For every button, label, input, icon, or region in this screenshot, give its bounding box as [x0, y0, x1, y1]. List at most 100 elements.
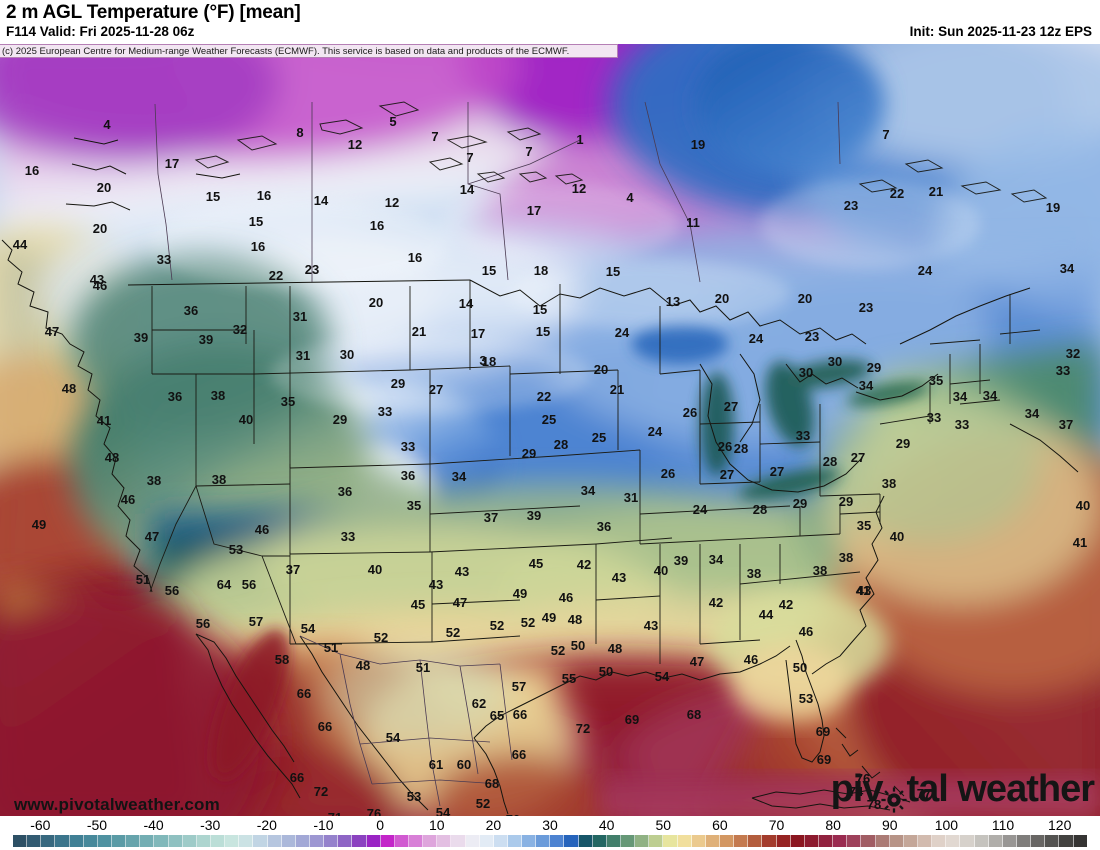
temperature-label: 50	[571, 638, 585, 653]
map-header: 2 m AGL Temperature (°F) [mean] F114 Val…	[0, 0, 1100, 42]
temperature-label: 23	[844, 198, 858, 213]
colorbar-swatch	[239, 835, 254, 847]
temperature-label: 47	[145, 529, 159, 544]
temperature-label: 46	[744, 652, 758, 667]
temperature-label: 57	[512, 679, 526, 694]
temperature-label: 18	[482, 354, 496, 369]
temperature-label: 29	[793, 496, 807, 511]
temperature-label: 49	[513, 586, 527, 601]
colorbar-swatch	[790, 835, 805, 847]
colorbar-swatch	[1031, 835, 1046, 847]
temperature-label: 33	[927, 410, 941, 425]
temperature-label: 47	[690, 654, 704, 669]
temperature-label: 4	[626, 190, 634, 205]
colorbar-swatch	[281, 835, 296, 847]
temperature-label: 69	[625, 712, 639, 727]
colorbar-swatch	[734, 835, 749, 847]
temperature-label: 28	[734, 441, 748, 456]
temperature-label: 24	[648, 424, 663, 439]
temperature-label: 27	[724, 399, 738, 414]
colorbar-swatch	[13, 835, 28, 847]
colorbar-tick: -60	[30, 817, 51, 833]
logo-text-start: piv	[830, 768, 884, 810]
page-title: 2 m AGL Temperature (°F) [mean]	[6, 2, 301, 23]
temperature-label: 21	[412, 324, 426, 339]
temperature-label: 40	[368, 562, 382, 577]
temperature-label: 66	[297, 686, 311, 701]
temperature-label: 41	[856, 583, 870, 598]
colorbar-swatch	[705, 835, 721, 847]
temperature-label: 20	[798, 291, 812, 306]
colorbar-tick: 120	[1047, 817, 1072, 833]
temperature-label: 50	[599, 664, 613, 679]
colorbar-swatch	[479, 835, 494, 847]
temperature-label: 29	[867, 360, 881, 375]
temperature-label: 26	[718, 439, 732, 454]
temperature-label: 53	[799, 691, 813, 706]
colorbar-swatch	[847, 835, 862, 847]
temperature-label: 71	[328, 810, 342, 816]
temperature-label: 25	[592, 430, 606, 445]
temperature-label: 7	[525, 144, 532, 159]
temperature-label: 56	[196, 616, 210, 631]
colorbar-swatch	[210, 835, 226, 847]
temperature-label: 29	[391, 376, 405, 391]
temperature-label: 45	[529, 556, 543, 571]
temperature-label: 22	[537, 389, 551, 404]
temperature-label: 41	[97, 413, 111, 428]
valid-time-label: F114 Valid: Fri 2025-11-28 06z	[6, 24, 195, 39]
temperature-label: 54	[655, 669, 670, 684]
temperature-label: 30	[799, 365, 813, 380]
colorbar-tick: 70	[768, 817, 785, 833]
colorbar-swatch	[295, 835, 310, 847]
colorbar-swatch	[55, 835, 70, 847]
temperature-label: 64	[217, 577, 232, 592]
temperature-label: 44	[13, 237, 28, 252]
temperature-label: 53	[407, 789, 421, 804]
colorbar-swatch	[606, 835, 622, 847]
temperature-label: 57	[249, 614, 263, 629]
temperature-label: 23	[859, 300, 873, 315]
temperature-label: 34	[452, 469, 467, 484]
temperature-label: 56	[242, 577, 256, 592]
temperature-label: 46	[121, 492, 135, 507]
temperature-label: 23	[805, 329, 819, 344]
temperature-label: 43	[857, 583, 871, 598]
temperature-label: 16	[257, 188, 271, 203]
colorbar-swatch	[465, 835, 480, 847]
pivotal-weather-logo[interactable]: piv tal	[830, 768, 1095, 813]
temperature-label: 1	[576, 132, 583, 147]
colorbar-tick: 50	[655, 817, 672, 833]
temperature-label: 28	[823, 454, 837, 469]
colorbar-tick: -10	[313, 817, 334, 833]
temperature-map[interactable]: 4 8 5 12 7 7 7 1 19 7 16 17 12 4 23 22 21 19 20 15 16 14 12 14 1…	[0, 44, 1100, 816]
colorbar-swatch	[196, 835, 211, 847]
temperature-label: 55	[562, 671, 576, 686]
temperature-label: 28	[753, 502, 767, 517]
colorbar-swatch	[861, 835, 876, 847]
temperature-label: 15	[533, 302, 547, 317]
colorbar-tick: -20	[256, 817, 277, 833]
temperature-label: 33	[401, 439, 415, 454]
temperature-label: 12	[385, 195, 399, 210]
temperature-label: 7	[882, 127, 889, 142]
temperature-label: 19	[691, 137, 705, 152]
temperature-label: 58	[275, 652, 289, 667]
temperature-label: 38	[839, 550, 853, 565]
temperature-label: 45	[411, 597, 425, 612]
temperature-label: 24	[749, 331, 764, 346]
temperature-label: 14	[460, 182, 475, 197]
site-url[interactable]: www.pivotalweather.com	[14, 795, 220, 814]
colorbar-swatches[interactable]	[12, 834, 1088, 848]
temperature-label: 38	[747, 566, 761, 581]
colorbar-tick: 30	[542, 817, 558, 833]
temperature-label: 48	[62, 381, 76, 396]
colorbar-swatch	[677, 835, 692, 847]
colorbar[interactable]: -60 -50 -40 -30 -20 -10 0 10 20 30 40 50 60 70 80 90 100…	[0, 816, 1100, 850]
gear-sun-icon	[881, 780, 908, 813]
colorbar-swatch	[578, 835, 593, 847]
colorbar-swatch	[366, 835, 381, 847]
temperature-label: 30	[340, 347, 354, 362]
colorbar-swatch	[1016, 835, 1032, 847]
colorbar-tick: -40	[143, 817, 164, 833]
